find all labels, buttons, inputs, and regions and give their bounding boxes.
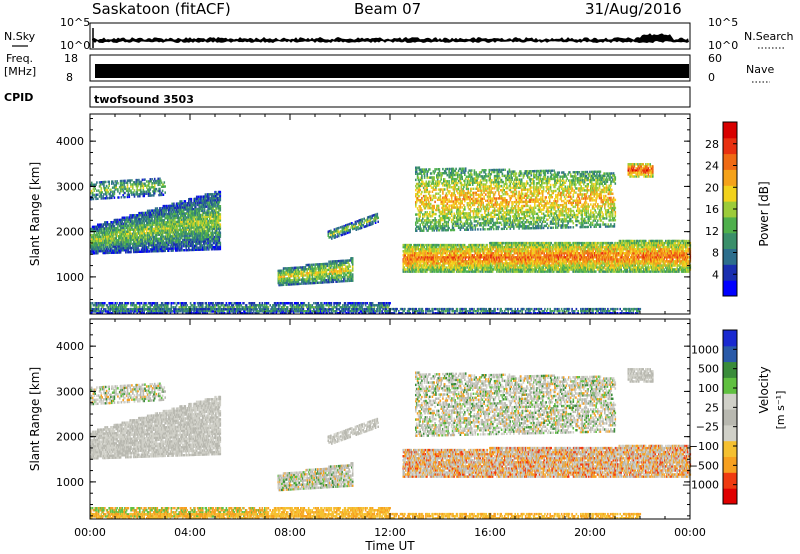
colorbar-swatch — [723, 248, 737, 265]
cpid-value: twofsound 3503 — [94, 93, 194, 106]
velocity-ylabel: Slant Range [km] — [28, 367, 42, 471]
date-title: 31/Aug/2016 — [585, 0, 682, 18]
xtick-label: 16:00 — [474, 526, 506, 539]
colorbar-tick-label: −1000 — [682, 479, 719, 492]
colorbar-swatch — [723, 361, 737, 378]
colorbar-tick-label: 500 — [698, 363, 719, 376]
velocity-cbar-unit: [m s⁻¹] — [774, 391, 787, 430]
colorbar-tick-label: 25 — [705, 401, 719, 414]
colorbar-swatch — [723, 232, 737, 249]
ytick-label: 2000 — [56, 226, 84, 239]
colorbar-swatch — [723, 456, 737, 473]
freq-tick-bottom: 8 — [66, 71, 73, 84]
nsearch-tick-bottom: 10^0 — [708, 39, 738, 52]
nave-tick-top: 60 — [708, 52, 722, 65]
ytick-label: 3000 — [56, 180, 84, 193]
colorbar-tick-label: −500 — [689, 459, 719, 472]
colorbar-swatch — [723, 137, 737, 155]
station-title: Saskatoon (fitACF) — [92, 0, 231, 18]
colorbar-tick-label: −100 — [689, 440, 719, 453]
xtick-label: 00:00 — [74, 526, 106, 539]
freq-tick-top: 18 — [64, 52, 78, 65]
colorbar-swatch — [723, 169, 737, 186]
colorbar-swatch — [723, 440, 737, 457]
colorbar-tick-label: 100 — [698, 382, 719, 395]
nsky-label: N.Sky — [4, 30, 36, 43]
nsky-tick-top: 10^5 — [60, 16, 90, 29]
ytick-label: 1000 — [56, 476, 84, 489]
ytick-label: 1000 — [56, 271, 84, 284]
colorbar-swatch — [723, 201, 737, 218]
colorbar-tick-label: 20 — [705, 181, 719, 194]
colorbar-swatch — [723, 409, 737, 426]
colorbar-swatch — [723, 345, 737, 363]
velocity-cbar-label: Velocity — [757, 366, 771, 413]
colorbar-tick-label: 16 — [705, 203, 719, 216]
power-colorbar: 28 24 20 16 12 8 4 — [705, 121, 738, 297]
power-cbar-label: Power [dB] — [757, 181, 771, 246]
freq-unit: [MHz] — [4, 65, 36, 78]
xtick-label: 08:00 — [274, 526, 306, 539]
colorbar-swatch — [723, 216, 737, 234]
nsearch-label: N.Search — [744, 30, 794, 43]
colorbar-swatch — [723, 153, 737, 170]
cpid-label: CPID — [4, 91, 33, 104]
colorbar-swatch — [723, 280, 737, 297]
xtick-label: 04:00 — [174, 526, 206, 539]
nsky-trace — [92, 28, 689, 48]
nsky-strip-frame — [89, 22, 691, 50]
colorbar-swatch — [723, 424, 737, 442]
nsearch-tick-top: 10^5 — [708, 16, 738, 29]
colorbar-tick-label: 24 — [705, 160, 719, 173]
nave-label: Nave — [746, 63, 774, 76]
nave-tick-bottom: 0 — [708, 71, 715, 84]
colorbar-tick-label: 12 — [705, 225, 719, 238]
colorbar-swatch — [723, 393, 737, 410]
nsky-tick-bottom: 10^0 — [60, 39, 90, 52]
cpid-strip-frame — [89, 86, 691, 108]
xtick-label: 20:00 — [574, 526, 606, 539]
velocity-colorbar: 1000 500 100 25 −25 −100 −500 −1000 — [682, 329, 738, 505]
ytick-label: 2000 — [56, 431, 84, 444]
colorbar-swatch — [723, 122, 737, 139]
power-ylabel: Slant Range [km] — [28, 162, 42, 266]
velocity-axes: 1000 2000 3000 4000 00:00 04:00 08:00 12:00 16:0… — [56, 319, 706, 539]
colorbar-tick-label: 8 — [712, 247, 719, 260]
xtick-label: 00:00 — [674, 526, 706, 539]
power-axes: 1000 2000 3000 4000 — [56, 114, 691, 314]
colorbar-tick-label: 4 — [712, 268, 719, 281]
colorbar-swatch — [723, 377, 737, 394]
colorbar-tick-label: −25 — [696, 421, 719, 434]
freq-strip-frame — [89, 54, 691, 82]
ytick-label: 4000 — [56, 135, 84, 148]
power-heatmap — [90, 163, 692, 315]
colorbar-tick-label: 28 — [705, 138, 719, 151]
colorbar-tick-label: 1000 — [691, 343, 719, 356]
beam-title: Beam 07 — [354, 0, 421, 18]
freq-trace — [95, 64, 689, 78]
colorbar-swatch — [723, 330, 737, 347]
ytick-label: 4000 — [56, 340, 84, 353]
freq-label: Freq. — [6, 52, 33, 65]
x-axis-label: Time UT — [364, 539, 415, 553]
xtick-label: 12:00 — [374, 526, 406, 539]
colorbar-swatch — [723, 488, 737, 505]
colorbar-swatch — [723, 472, 737, 489]
colorbar-swatch — [723, 185, 737, 202]
ytick-label: 3000 — [56, 385, 84, 398]
colorbar-swatch — [723, 264, 737, 281]
